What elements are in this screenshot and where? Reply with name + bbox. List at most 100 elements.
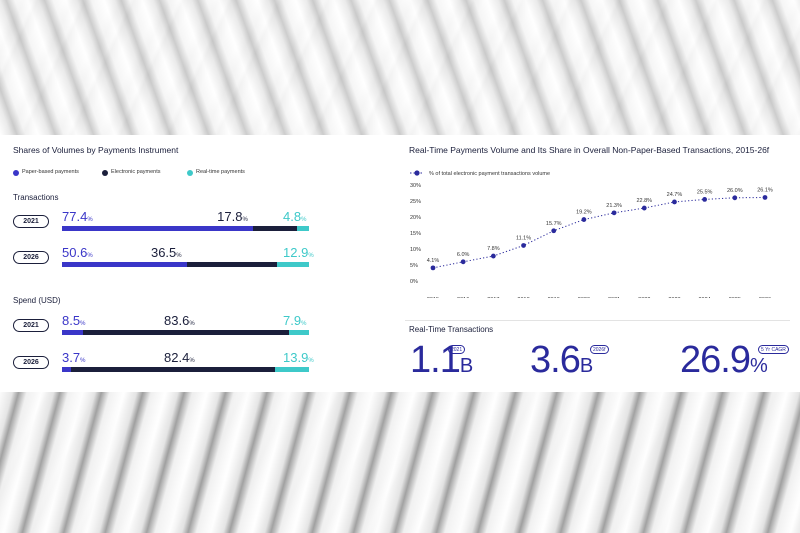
bar-electronic-1-1 bbox=[71, 367, 275, 372]
data-point bbox=[551, 228, 557, 234]
legend-realtime-label: Real-time payments bbox=[196, 169, 245, 175]
data-label: 19.2% bbox=[576, 210, 592, 216]
rt-stat-2021-unit: B bbox=[459, 355, 474, 377]
x-tick-label: 2019 bbox=[548, 297, 560, 298]
label-electronic-0-0: 17.8% bbox=[217, 209, 248, 224]
data-label: 26.0% bbox=[727, 188, 743, 194]
legend-realtime-dot bbox=[187, 170, 193, 176]
x-tick-label: 2015 bbox=[427, 297, 439, 298]
rt-stat-2026-badge: 2026f bbox=[590, 345, 609, 354]
year-pill-1-1: 2026 bbox=[13, 356, 49, 369]
bar-electronic-0-0 bbox=[253, 226, 298, 231]
data-point bbox=[672, 199, 677, 205]
label-realtime-1-1: 13.9% bbox=[283, 350, 314, 365]
data-point bbox=[641, 205, 647, 211]
section-spend-label: Spend (USD) bbox=[13, 296, 61, 305]
data-label: 24.7% bbox=[667, 192, 683, 198]
label-paper-1-0: 8.5% bbox=[62, 313, 86, 328]
label-paper-1-1: 3.7% bbox=[62, 350, 86, 365]
data-label: 22.8% bbox=[636, 198, 652, 204]
bar-paper-0-0 bbox=[62, 226, 254, 231]
data-label: 25.5% bbox=[697, 189, 713, 195]
series-line bbox=[432, 196, 766, 269]
legend-label: % of total electronic payment transactio… bbox=[429, 171, 550, 177]
label-electronic-1-0: 83.6% bbox=[164, 313, 195, 328]
data-point bbox=[490, 253, 496, 259]
x-tick-label: 2020 bbox=[578, 297, 590, 298]
data-point bbox=[430, 265, 436, 271]
label-electronic-1-1: 82.4% bbox=[164, 350, 195, 365]
label-realtime-1-0: 7.9% bbox=[283, 313, 307, 328]
data-label: 4.1% bbox=[427, 258, 440, 264]
data-point bbox=[611, 210, 617, 216]
data-label: 11.1% bbox=[516, 235, 531, 241]
x-tick-label: 2018 bbox=[517, 297, 529, 298]
rt-stat-cagr-value: 26.9 bbox=[680, 339, 751, 381]
rt-stat-cagr: 26.9% bbox=[680, 339, 768, 382]
data-label: 6.0% bbox=[457, 252, 470, 258]
background-photo-top bbox=[0, 0, 800, 135]
rt-stat-2026-value: 3.6 bbox=[530, 339, 581, 381]
year-pill-0-1: 2026 bbox=[13, 251, 49, 264]
bar-electronic-1-0 bbox=[82, 330, 290, 335]
y-tick-label: 10% bbox=[410, 247, 421, 253]
legend-marker bbox=[414, 170, 420, 176]
bar-realtime-1-1 bbox=[274, 367, 309, 372]
data-point bbox=[521, 243, 526, 248]
rt-stat-cagr-unit: % bbox=[749, 355, 768, 377]
data-point bbox=[702, 197, 708, 202]
year-pill-1-0: 2021 bbox=[13, 319, 49, 332]
legend-electronic-label: Electronic payments bbox=[111, 169, 161, 175]
line-chart: % of total electronic payment transactio… bbox=[410, 170, 773, 298]
y-tick-label: 15% bbox=[410, 231, 421, 237]
rt-stat-2026-unit: B bbox=[579, 355, 594, 377]
label-electronic-0-1: 36.5% bbox=[150, 245, 182, 260]
x-tick-label: 2025 bbox=[729, 297, 741, 298]
bar-paper-0-1 bbox=[62, 262, 187, 267]
year-pill-0-0: 2021 bbox=[13, 215, 49, 228]
rt-stat-2021-badge: 2021 bbox=[448, 345, 466, 354]
y-tick-label: 20% bbox=[410, 215, 421, 221]
rt-stat-2026: 3.6B bbox=[530, 339, 593, 382]
data-point bbox=[732, 195, 738, 201]
x-tick-label: 2017 bbox=[487, 297, 499, 298]
bar-realtime-0-1 bbox=[277, 262, 309, 267]
x-tick-label: 2016 bbox=[457, 297, 469, 298]
data-point bbox=[581, 217, 587, 222]
rt-title: Real-Time Transactions bbox=[409, 325, 494, 334]
label-realtime-0-0: 4.8% bbox=[283, 209, 307, 224]
bar-paper-1-1 bbox=[62, 367, 72, 372]
data-point bbox=[762, 195, 768, 200]
data-label: 26.1% bbox=[757, 187, 773, 193]
y-tick-label: 0% bbox=[410, 279, 418, 285]
section-transactions-label: Transactions bbox=[13, 193, 59, 202]
legend-electronic-dot bbox=[102, 170, 108, 176]
label-realtime-0-1: 12.9% bbox=[283, 245, 314, 260]
background-photo-bottom bbox=[0, 392, 800, 533]
x-tick-label: 2026 bbox=[759, 297, 771, 298]
y-tick-label: 30% bbox=[410, 183, 421, 189]
infographic-panel: Shares of Volumes by Payments Instrument… bbox=[0, 135, 800, 392]
x-tick-label: 2023 bbox=[668, 297, 680, 298]
bar-realtime-0-0 bbox=[297, 226, 309, 231]
y-tick-label: 25% bbox=[410, 199, 421, 205]
bar-realtime-1-0 bbox=[289, 330, 309, 335]
x-tick-label: 2024 bbox=[699, 297, 711, 298]
label-paper-0-0: 77.4% bbox=[62, 209, 93, 224]
label-paper-0-1: 50.6% bbox=[62, 245, 93, 260]
data-label: 21.3% bbox=[606, 203, 622, 209]
rt-stat-cagr-badge: 5 Yr CAGR bbox=[758, 345, 789, 354]
chart-title: Real-Time Payments Volume and Its Share … bbox=[409, 145, 770, 155]
data-point bbox=[460, 259, 466, 265]
bar-electronic-0-1 bbox=[186, 262, 278, 267]
legend-paper-dot bbox=[13, 170, 19, 176]
data-label: 15.7% bbox=[546, 221, 562, 227]
data-label: 7.8% bbox=[487, 246, 500, 252]
y-tick-label: 5% bbox=[410, 263, 418, 269]
x-tick-label: 2021 bbox=[608, 297, 620, 298]
left-title: Shares of Volumes by Payments Instrument bbox=[13, 145, 179, 155]
rt-divider bbox=[405, 320, 790, 321]
x-tick-label: 2022 bbox=[638, 297, 650, 298]
legend-paper-label: Paper-based payments bbox=[22, 169, 79, 175]
bar-paper-1-0 bbox=[62, 330, 83, 335]
